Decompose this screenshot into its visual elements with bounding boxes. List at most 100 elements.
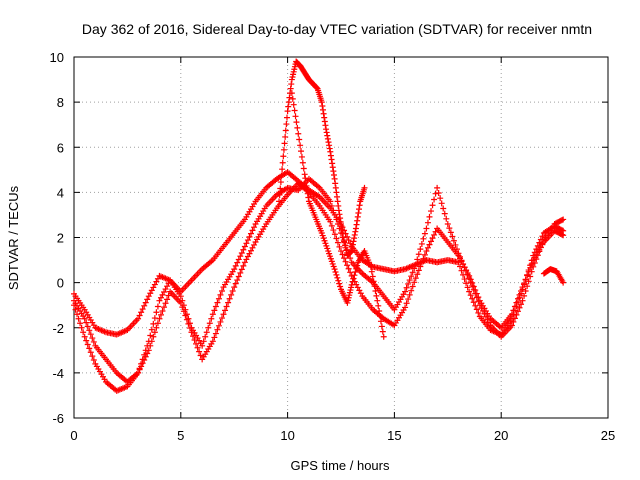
data-point — [332, 180, 339, 187]
data-point — [282, 133, 289, 140]
data-point — [319, 102, 326, 109]
data-point — [331, 211, 338, 218]
data-point — [247, 230, 254, 237]
data-point — [524, 272, 531, 279]
data-point — [466, 272, 473, 279]
data-point — [435, 190, 442, 197]
data-point — [217, 291, 224, 298]
data-point — [409, 283, 416, 290]
data-point — [232, 262, 239, 269]
data-point — [328, 222, 335, 229]
data-point — [455, 259, 462, 266]
y-tick-label: -4 — [52, 366, 64, 381]
data-point — [72, 306, 79, 313]
data-point — [368, 268, 375, 275]
data-point — [372, 288, 379, 295]
y-tick-label: 8 — [57, 95, 64, 110]
data-point — [142, 299, 149, 306]
data-point — [438, 200, 445, 207]
x-tick-label: 20 — [494, 428, 508, 443]
data-point — [251, 224, 258, 231]
data-point — [295, 130, 302, 137]
data-point — [336, 243, 343, 250]
data-point — [350, 238, 357, 245]
data-point — [185, 320, 192, 327]
data-point — [279, 166, 286, 173]
x-tick-label: 10 — [280, 428, 294, 443]
data-point — [403, 284, 410, 291]
data-point — [135, 369, 142, 376]
data-point — [226, 295, 233, 302]
data-point — [84, 341, 91, 348]
data-point — [161, 304, 168, 311]
data-point — [328, 156, 335, 163]
data-point — [318, 99, 325, 106]
data-point — [231, 266, 238, 273]
data-point — [297, 142, 304, 149]
data-point — [437, 195, 444, 202]
data-point — [240, 262, 247, 269]
data-point — [277, 185, 284, 192]
data-point — [325, 139, 332, 146]
data-point — [151, 329, 158, 336]
data-point — [424, 244, 431, 251]
data-point — [335, 207, 342, 214]
data-point — [426, 213, 433, 220]
data-point — [190, 333, 197, 340]
data-point — [426, 241, 433, 248]
data-point — [513, 299, 520, 306]
data-point — [87, 349, 94, 356]
data-point — [81, 315, 88, 322]
data-point — [527, 264, 534, 271]
data-point — [240, 246, 247, 253]
data-point — [514, 308, 521, 315]
series-track-4 — [276, 58, 368, 259]
data-point — [87, 331, 94, 338]
data-point — [443, 215, 450, 222]
y-tick-label: -6 — [52, 411, 64, 426]
data-point — [281, 140, 288, 147]
data-point — [144, 296, 151, 303]
data-point — [231, 284, 238, 291]
data-point — [136, 366, 143, 373]
data-point — [324, 132, 331, 139]
data-point — [151, 315, 158, 322]
data-point — [199, 342, 206, 349]
series-track-1 — [71, 169, 567, 338]
data-point — [351, 272, 358, 279]
data-point — [334, 274, 341, 281]
data-point — [344, 262, 351, 269]
data-point — [327, 218, 334, 225]
data-point — [421, 230, 428, 237]
data-point — [429, 235, 436, 242]
data-point — [423, 248, 430, 255]
data-point — [235, 273, 242, 280]
data-point — [352, 225, 359, 232]
y-tick-label: -2 — [52, 321, 64, 336]
data-point — [472, 302, 479, 309]
data-point — [78, 324, 85, 331]
data-point — [406, 291, 413, 298]
data-point — [286, 94, 293, 101]
data-point — [159, 307, 166, 314]
data-point — [466, 288, 473, 295]
data-point — [516, 291, 523, 298]
data-point — [333, 235, 340, 242]
data-point — [277, 179, 284, 186]
data-point — [182, 312, 189, 319]
data-point — [193, 340, 200, 347]
data-point — [165, 292, 172, 299]
series-track-3 — [71, 180, 567, 385]
data-point — [353, 221, 360, 228]
data-point — [337, 219, 344, 226]
data-point — [206, 320, 213, 327]
data-point — [376, 307, 383, 314]
data-point — [518, 301, 525, 308]
data-point — [212, 330, 219, 337]
data-point — [327, 152, 334, 159]
data-point — [285, 99, 292, 106]
data-point — [218, 288, 225, 295]
data-point — [225, 299, 232, 306]
data-point — [356, 202, 363, 209]
data-point — [148, 326, 155, 333]
